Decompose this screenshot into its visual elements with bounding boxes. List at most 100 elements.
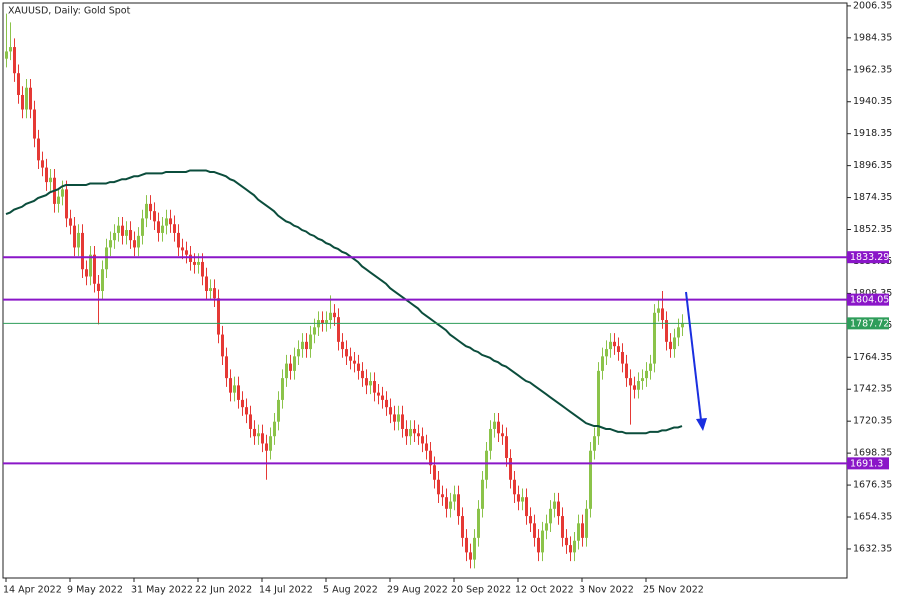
candle-body — [305, 341, 308, 350]
candle-body — [349, 356, 352, 361]
candle-body — [617, 346, 620, 352]
candle-body — [201, 261, 204, 277]
candle-body — [569, 545, 572, 553]
candle-body — [33, 109, 36, 139]
level-label: 1833.29 — [850, 252, 889, 263]
candle-body — [357, 363, 360, 371]
x-tick-label: 9 May 2022 — [67, 585, 123, 596]
x-tick-label: 5 Aug 2022 — [323, 585, 378, 596]
candle-body — [97, 283, 100, 292]
level-tag — [847, 457, 889, 470]
candle-body — [145, 203, 148, 219]
candle-body — [245, 407, 248, 415]
candle-body — [661, 308, 664, 321]
candle-body — [205, 276, 208, 292]
candle-body — [121, 225, 124, 236]
candle-body — [197, 261, 200, 265]
candle-body — [465, 537, 468, 553]
candle-body — [549, 508, 552, 524]
candle-body — [377, 392, 380, 396]
candle-body — [421, 436, 424, 444]
candle-body — [21, 94, 24, 110]
x-tick-label: 14 Jul 2022 — [259, 585, 313, 596]
candle-body — [477, 508, 480, 538]
candle-body — [573, 540, 576, 553]
candle-body — [153, 211, 156, 222]
candle-body — [265, 443, 268, 451]
candle-body — [581, 523, 584, 538]
candle-body — [609, 341, 612, 350]
y-tick-label: 2006.35 — [853, 0, 892, 11]
y-tick-label: 1720.35 — [853, 416, 892, 427]
candle-body — [373, 381, 376, 393]
candle-body — [577, 523, 580, 541]
candle-body — [681, 322, 684, 328]
candle-body — [513, 479, 516, 495]
candle-body — [673, 337, 676, 350]
candle-body — [189, 254, 192, 262]
candle-body — [81, 232, 84, 270]
candle-body — [269, 436, 272, 451]
y-tick-label: 1808.35 — [853, 288, 892, 299]
y-tick-label: 1676.35 — [853, 480, 892, 491]
candle-body — [541, 530, 544, 553]
candle-body — [141, 218, 144, 236]
candle-body — [337, 317, 340, 342]
candle-body — [505, 436, 508, 458]
candle-body — [553, 501, 556, 509]
candle-body — [529, 516, 532, 524]
x-tick-label: 22 Jun 2022 — [195, 585, 252, 596]
candle-body — [193, 261, 196, 265]
candle-body — [29, 87, 32, 110]
candle-body — [109, 240, 112, 248]
candle-body — [453, 494, 456, 502]
candle-body — [441, 494, 444, 498]
candle-body — [253, 428, 256, 437]
candle-body — [361, 370, 364, 379]
candle-body — [425, 443, 428, 451]
candle-body — [669, 341, 672, 350]
candle-body — [637, 381, 640, 390]
candle-body — [285, 363, 288, 379]
moving-average — [5, 169, 683, 435]
y-tick-label: 1940.35 — [853, 96, 892, 107]
level-tag — [847, 317, 889, 330]
candle-body — [113, 232, 116, 241]
candle-body — [257, 433, 260, 437]
y-tick-label: 1918.35 — [853, 128, 892, 139]
candle-body — [65, 189, 68, 219]
plot-frame — [2, 2, 848, 579]
candle-body — [61, 189, 64, 197]
level-label: 1804.05 — [850, 295, 889, 306]
candle-body — [597, 370, 600, 437]
candle-body — [49, 177, 52, 183]
y-tick-label: 1742.35 — [853, 384, 892, 395]
y-tick-label: 1896.35 — [853, 160, 892, 171]
candle-body — [273, 421, 276, 437]
arrow-shaft — [685, 291, 702, 421]
candle-body — [221, 334, 224, 357]
candle-body — [325, 320, 328, 323]
candle-body — [297, 349, 300, 357]
candle-body — [225, 356, 228, 379]
y-tick-label: 1764.35 — [853, 352, 892, 363]
candle-body — [621, 351, 624, 364]
candle-body — [321, 320, 324, 323]
candle-body — [481, 479, 484, 509]
candle-body — [177, 232, 180, 248]
candle-body — [129, 230, 132, 241]
level-tag — [847, 293, 889, 306]
candle-body — [213, 288, 216, 299]
candle-body — [365, 378, 368, 386]
candle-body — [405, 428, 408, 437]
candle-body — [301, 341, 304, 350]
candle-body — [433, 465, 436, 480]
candle-body — [261, 433, 264, 444]
candle-body — [181, 247, 184, 251]
y-tick-label: 1698.35 — [853, 448, 892, 459]
candle-body — [629, 378, 632, 386]
candle-body — [69, 218, 72, 226]
candle-body — [5, 51, 8, 59]
forecast-arrow — [685, 291, 707, 431]
